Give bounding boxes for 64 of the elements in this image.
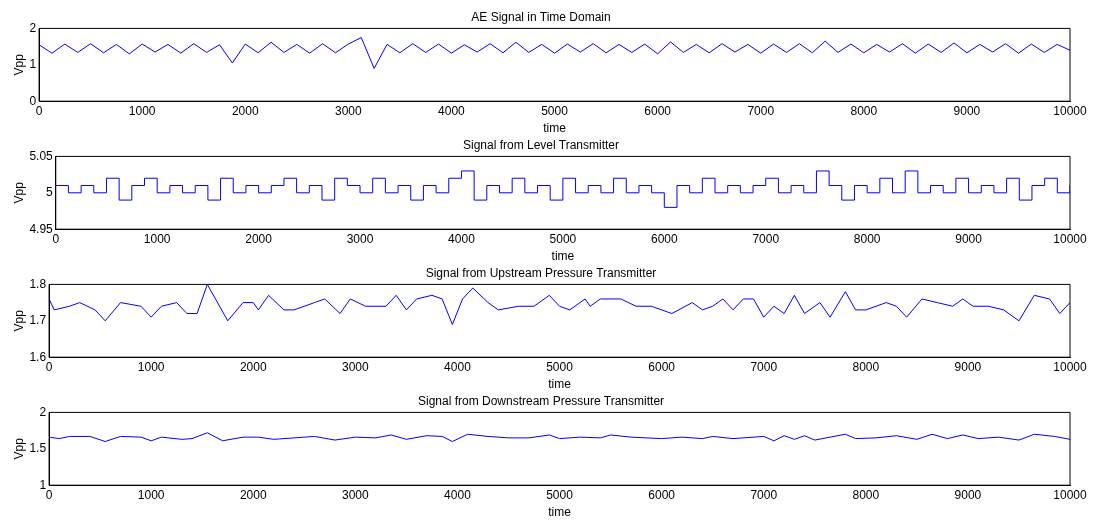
chart-title: Signal from Downstream Pressure Transmitter: [417, 393, 665, 408]
x-tick-label: 3000: [342, 359, 370, 374]
y-axis-title: Vpp: [11, 53, 26, 76]
x-tick-label: 4000: [448, 231, 476, 246]
y-axis-title: Vpp: [11, 309, 26, 332]
x-tick-label: 2000: [245, 231, 273, 246]
chart-title: AE Signal in Time Domain: [471, 9, 611, 24]
y-tick-label: 4.95: [29, 221, 54, 236]
x-axis-title: time: [551, 249, 575, 264]
x-tick-label: 5000: [546, 487, 574, 502]
x-tick-label: 2000: [239, 487, 267, 502]
y-tick-label: 1: [39, 477, 47, 492]
x-tick-label: 7000: [752, 231, 780, 246]
y-tick-label: 1.8: [29, 276, 47, 291]
x-tick-label: 9000: [955, 231, 983, 246]
x-tick-label: 7000: [747, 103, 775, 118]
x-tick-label: 6000: [650, 231, 678, 246]
y-tick-label: 5: [46, 185, 54, 200]
y-tick-label: 0: [29, 93, 37, 108]
x-tick-label: 3000: [335, 103, 363, 118]
y-tick-label: 5.05: [29, 148, 54, 163]
x-tick-label: 9000: [954, 487, 982, 502]
x-tick-label: 5000: [549, 231, 577, 246]
x-axis-title: time: [548, 505, 572, 520]
x-axis-title: time: [548, 377, 572, 392]
x-tick-label: 2000: [239, 359, 267, 374]
x-tick-label: 6000: [648, 359, 676, 374]
x-tick-label: 8000: [852, 487, 880, 502]
x-tick-label: 10000: [1053, 103, 1088, 118]
y-axis-title: Vpp: [11, 181, 26, 204]
y-axis-title: Vpp: [11, 437, 26, 460]
y-tick-label: 1: [29, 57, 37, 72]
x-tick-label: 10000: [1053, 359, 1088, 374]
y-tick-label: 1.7: [29, 313, 47, 328]
y-tick-label: 1.6: [29, 349, 47, 364]
x-tick-label: 1000: [137, 487, 165, 502]
x-tick-label: 1000: [143, 231, 171, 246]
x-tick-label: 9000: [954, 359, 982, 374]
x-tick-label: 5000: [541, 103, 569, 118]
chart-title: Signal from Upstream Pressure Transmitter: [425, 265, 657, 280]
x-axis-title: time: [543, 121, 567, 136]
x-tick-label: 7000: [750, 487, 778, 502]
x-tick-label: 2000: [231, 103, 259, 118]
x-tick-label: 10000: [1053, 231, 1088, 246]
y-tick-label: 2: [29, 20, 37, 35]
x-tick-label: 4000: [444, 359, 472, 374]
x-tick-label: 4000: [444, 487, 472, 502]
x-tick-label: 8000: [850, 103, 878, 118]
chart-title: Signal from Level Transmitter: [462, 137, 620, 152]
x-tick-label: 4000: [438, 103, 466, 118]
x-tick-label: 5000: [546, 359, 574, 374]
x-tick-label: 6000: [648, 487, 676, 502]
y-tick-label: 2: [39, 404, 47, 419]
x-tick-label: 3000: [342, 487, 370, 502]
x-tick-label: 1000: [137, 359, 165, 374]
x-tick-label: 3000: [346, 231, 374, 246]
y-tick-label: 1.5: [29, 441, 47, 456]
x-tick-label: 6000: [644, 103, 672, 118]
x-tick-label: 8000: [852, 359, 880, 374]
x-tick-label: 7000: [750, 359, 778, 374]
x-tick-label: 10000: [1053, 487, 1088, 502]
x-tick-label: 9000: [953, 103, 981, 118]
x-tick-label: 1000: [128, 103, 156, 118]
x-tick-label: 8000: [853, 231, 881, 246]
